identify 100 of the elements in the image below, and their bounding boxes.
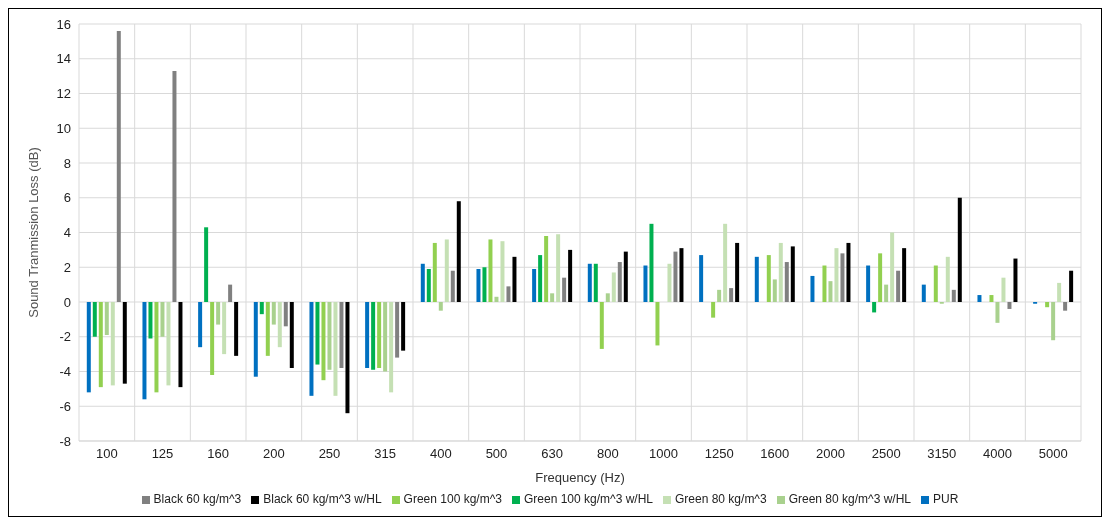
- legend-label: Black 60 kg/m^3: [153, 492, 242, 506]
- bar: [339, 302, 344, 369]
- x-tick-label: 250: [318, 446, 341, 462]
- bar: [204, 227, 209, 302]
- x-tick-label: 1000: [649, 446, 678, 462]
- bar: [383, 302, 388, 372]
- legend-label: Green 100 kg/m^3: [403, 492, 502, 506]
- bar: [377, 302, 382, 369]
- bar: [896, 270, 901, 302]
- x-tick-label: 500: [485, 446, 508, 462]
- bar: [86, 302, 91, 393]
- bar: [92, 302, 97, 337]
- bar: [717, 289, 722, 302]
- bar: [834, 248, 839, 302]
- bar: [957, 197, 962, 302]
- bar: [309, 302, 314, 396]
- bar: [872, 302, 877, 313]
- x-tick-label: 160: [207, 446, 230, 462]
- bar: [890, 232, 895, 302]
- y-tick-label: 0: [63, 294, 71, 310]
- bar: [667, 263, 672, 302]
- legend-label: Green 80 kg/m^3 w/HL: [788, 492, 912, 506]
- y-tick-label: -2: [59, 329, 71, 345]
- legend-label: Green 80 kg/m^3: [675, 492, 767, 506]
- bar: [995, 302, 1000, 323]
- bar: [778, 242, 783, 302]
- x-tick-label: 4000: [983, 446, 1012, 462]
- y-tick-label: 16: [56, 16, 71, 32]
- bar: [562, 277, 567, 302]
- bar: [587, 263, 592, 302]
- bar: [902, 248, 907, 302]
- bar: [617, 262, 622, 302]
- bar: [277, 302, 282, 348]
- y-tick-label: 8: [63, 155, 71, 171]
- bar: [500, 241, 505, 302]
- bar: [884, 284, 889, 302]
- x-tick-label: 800: [596, 446, 619, 462]
- bar: [450, 270, 455, 302]
- bar: [754, 256, 759, 302]
- bar: [216, 302, 221, 325]
- bar: [544, 235, 549, 302]
- y-tick-label: -4: [59, 364, 71, 380]
- bar: [790, 246, 795, 302]
- bar: [271, 302, 276, 325]
- bar: [389, 302, 394, 393]
- bar: [649, 223, 654, 302]
- bar: [166, 302, 171, 386]
- bar: [1051, 302, 1056, 341]
- bar: [828, 281, 833, 302]
- bar: [1069, 270, 1074, 302]
- bar: [605, 293, 610, 302]
- y-tick-label: 14: [56, 51, 71, 67]
- x-tick-label: 3150: [927, 446, 957, 462]
- bar: [735, 242, 740, 302]
- bar: [723, 223, 728, 302]
- bar: [643, 265, 648, 302]
- bar: [1013, 258, 1018, 302]
- bar: [512, 256, 517, 302]
- bar: [456, 201, 461, 302]
- x-tick-label: 1250: [704, 446, 734, 462]
- bar: [784, 262, 789, 302]
- bar: [160, 302, 165, 337]
- bar: [426, 268, 431, 302]
- bar: [532, 268, 537, 302]
- x-tick-label: 100: [95, 446, 118, 462]
- bar: [432, 242, 437, 302]
- bar: [259, 302, 264, 315]
- bar: [172, 70, 177, 302]
- bar: [333, 302, 338, 396]
- bar: [945, 256, 950, 302]
- bar: [655, 302, 660, 346]
- bar: [420, 263, 425, 302]
- bar: [371, 302, 376, 370]
- bar: [476, 268, 481, 302]
- bar: [178, 302, 183, 388]
- bar: [989, 295, 994, 302]
- y-tick-label: -8: [59, 433, 71, 449]
- bar: [122, 302, 127, 384]
- bar: [327, 302, 332, 370]
- bar: [253, 302, 258, 377]
- bar: [699, 255, 704, 302]
- bar: [623, 251, 628, 302]
- bar: [611, 272, 616, 302]
- legend-label: PUR: [933, 492, 959, 506]
- bar: [110, 302, 115, 386]
- bar: [401, 302, 406, 351]
- bar: [951, 289, 956, 302]
- bar: [679, 248, 684, 302]
- bar: [593, 263, 598, 302]
- y-tick-label: 10: [56, 120, 71, 136]
- bar: [599, 302, 604, 349]
- bar: [933, 265, 938, 302]
- bar: [921, 284, 926, 302]
- y-tick-label: 12: [56, 86, 71, 102]
- bar: [1063, 302, 1068, 311]
- bar: [840, 253, 845, 302]
- bar: [538, 255, 543, 302]
- bar: [729, 288, 734, 302]
- bar: [846, 242, 851, 302]
- x-axis-title: Frequency (Hz): [535, 470, 625, 485]
